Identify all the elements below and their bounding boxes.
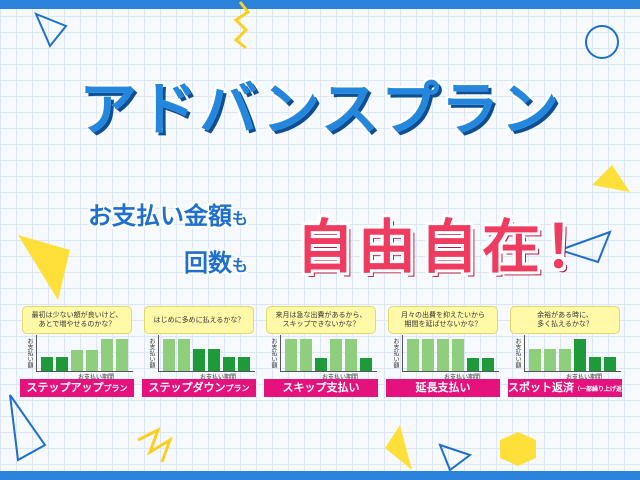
- triangle-outline-shape: [34, 12, 68, 48]
- payment-chart: [524, 335, 621, 372]
- chart-bar: [178, 339, 190, 371]
- chart-bar: [345, 339, 357, 371]
- page-title: アドバンスプラン: [79, 75, 561, 143]
- chart-bar: [101, 339, 113, 371]
- plan-name: ステップダウン: [148, 381, 226, 394]
- chart-bar: [452, 339, 464, 371]
- subtitle-line-1: お支払い金額も: [88, 196, 248, 231]
- plan-label: スキップ支払い: [264, 379, 378, 397]
- plan-label: ステップダウンプラン: [142, 379, 256, 397]
- chart-bar: [193, 348, 205, 371]
- chart-bar: [482, 358, 494, 371]
- plan-card: 月々の出費を抑えたいから 期間を延ばせないかな？ お支払い額お支払い期間 延長支払い: [386, 301, 500, 398]
- payment-chart: [36, 335, 133, 372]
- subtitle-line-2: 回数も: [184, 243, 248, 278]
- plan-name-suffix: プラン: [103, 384, 128, 393]
- y-axis-label: お支払い額: [26, 338, 33, 368]
- x-axis-label: お支払い期間: [566, 374, 603, 381]
- plan-card: 来月は急な出費があるから、 スキップできないかな？ お支払い額お支払い期間 スキップ…: [264, 301, 378, 398]
- plan-card: 最初は少ない額が良いけど、 あとで増やせるのかな？ お支払い額お支払い期間 ステップ…: [20, 301, 134, 398]
- chart-bar: [238, 356, 250, 371]
- chart-bar: [116, 339, 128, 371]
- speech-bubble: 来月は急な出費があるから、 スキップできないかな？: [267, 307, 375, 333]
- y-axis-label: お支払い額: [514, 338, 521, 368]
- chart-bar: [300, 339, 312, 371]
- headline: 自由自在！: [296, 213, 607, 281]
- subtitle-particle: も: [232, 256, 249, 275]
- y-axis-label: お支払い額: [270, 338, 277, 368]
- circle-outline-shape: [585, 25, 619, 59]
- x-axis-label: お支払い期間: [322, 374, 359, 381]
- chart-bar: [559, 348, 571, 371]
- plan-name: 延長支払い: [415, 381, 471, 394]
- triangle-outline-shape: [438, 443, 473, 472]
- payment-chart: [280, 335, 377, 372]
- chart-bar: [71, 350, 83, 371]
- plan-name: スキップ支払い: [282, 381, 360, 394]
- plan-name: スポット返済: [508, 381, 574, 394]
- payment-chart: [402, 335, 499, 372]
- speech-bubble: はじめに多めに払えるかな？: [145, 307, 253, 333]
- chart-bar: [529, 348, 541, 371]
- chart-bar: [315, 358, 327, 371]
- plan-name: ステップアップ: [26, 381, 104, 394]
- chart-bar: [223, 356, 235, 371]
- plan-label: ステップアッププラン: [20, 379, 134, 397]
- zigzag-shape: [137, 426, 173, 463]
- chart-bar: [574, 339, 586, 371]
- subtitle-particle: も: [232, 209, 249, 228]
- chart-bar: [604, 356, 616, 371]
- chart-bar: [56, 356, 68, 371]
- chart-bar: [544, 348, 556, 371]
- y-axis-label: お支払い額: [148, 338, 155, 368]
- subtitle-count: 回数: [184, 249, 232, 277]
- plan-card: はじめに多めに払えるかな？ お支払い額お支払い期間 ステップダウンプラン: [142, 301, 256, 398]
- plan-label: スポット返済（一部繰り上げ返済）: [508, 379, 622, 397]
- x-axis-label: お支払い期間: [444, 374, 481, 381]
- hexagon-shape: [500, 432, 536, 466]
- chart-bar: [589, 356, 601, 371]
- speech-bubble: 最初は少ない額が良いけど、 あとで増やせるのかな？: [23, 307, 131, 333]
- triangle-shape: [18, 235, 70, 300]
- chart-bar: [208, 348, 220, 371]
- chart-bar: [407, 339, 419, 371]
- chart-bar: [86, 350, 98, 371]
- triangle-outline-shape: [9, 394, 47, 462]
- speech-bubble: 余裕がある時に、 多く払えるかな？: [511, 307, 619, 333]
- chart-bar: [285, 339, 297, 371]
- chart-bar: [437, 339, 449, 371]
- zigzag-shape: [233, 1, 251, 50]
- plan-label: 延長支払い: [386, 379, 500, 397]
- chart-bar: [163, 339, 175, 371]
- x-axis-label: お支払い期間: [200, 374, 237, 381]
- payment-chart: [158, 335, 255, 372]
- y-axis-label: お支払い額: [392, 338, 399, 368]
- chart-bar: [360, 358, 372, 371]
- triangle-outline-shape: [556, 230, 612, 264]
- chart-bar: [422, 339, 434, 371]
- chart-bar: [467, 358, 479, 371]
- subtitle-amount: お支払い金額: [88, 202, 232, 230]
- speech-bubble: 月々の出費を抑えたいから 期間を延ばせないかな？: [389, 307, 497, 333]
- plan-card: 余裕がある時に、 多く払えるかな？ お支払い額お支払い期間 スポット返済（一部繰り上…: [508, 301, 622, 398]
- x-axis-label: お支払い期間: [78, 374, 115, 381]
- chart-bar: [330, 339, 342, 371]
- chart-bar: [41, 356, 53, 371]
- triangle-shape: [592, 165, 630, 192]
- top-bar: [0, 0, 640, 9]
- plan-name-suffix: （一部繰り上げ返済）: [574, 386, 622, 393]
- triangle-shape: [385, 425, 412, 470]
- bottom-bar: [0, 471, 640, 480]
- plan-name-suffix: プラン: [225, 384, 250, 393]
